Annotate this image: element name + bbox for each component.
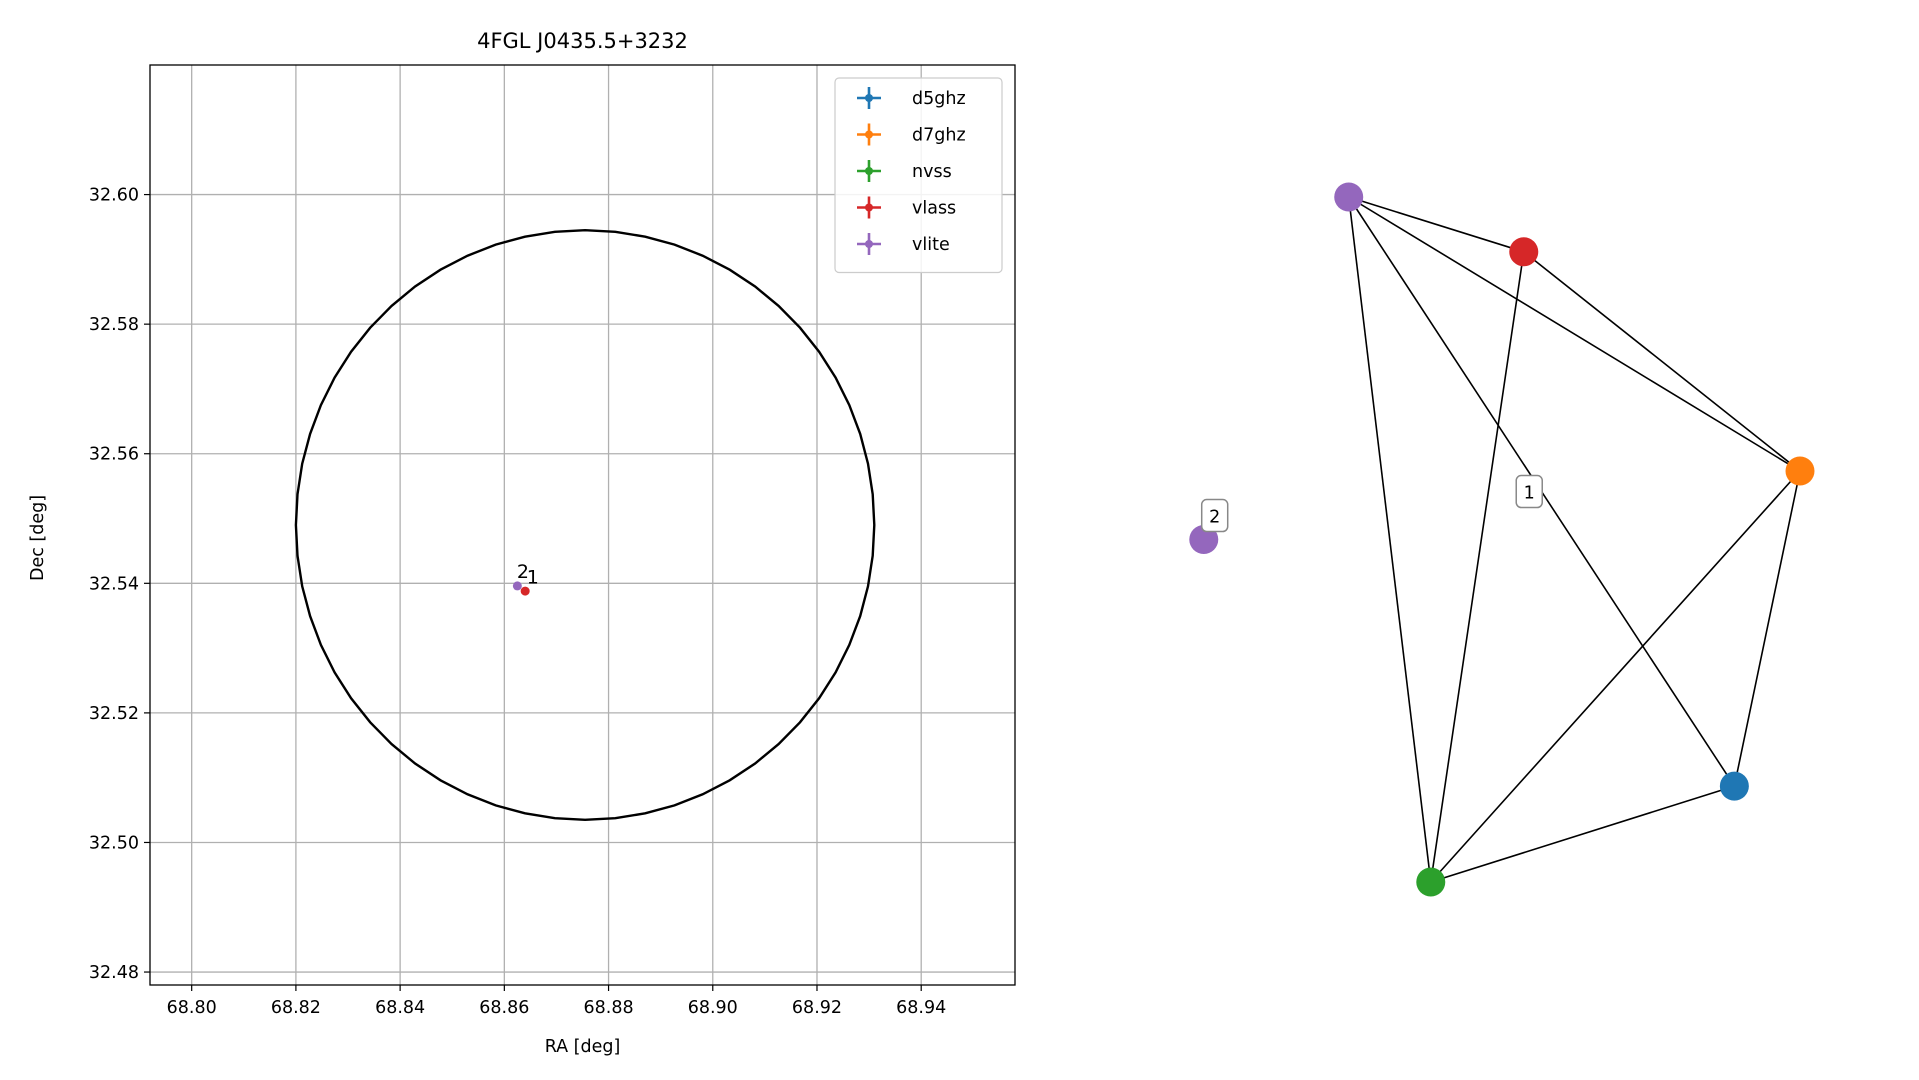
x-tick-label: 68.94 [896,998,946,1018]
cluster-label-2: 2 [1209,508,1220,528]
legend-label-nvss: nvss [912,162,952,182]
point-annotations: 21 [517,561,539,588]
y-axis-label: Dec [deg] [28,495,48,581]
source-points [512,581,530,596]
edge-vlite-d7ghz [1348,196,1801,472]
legend-marker-d5ghz [865,94,873,102]
annotation-2: 2 [517,561,529,583]
y-axis-ticks: 32.48 32.50 32.52 32.54 32.56 32.58 32.60 [89,186,150,983]
cluster-labels: 12 [1200,474,1543,533]
localization-ellipse [294,228,876,822]
y-tick-label: 32.54 [89,574,139,594]
graph-nodes [1189,182,1815,897]
x-tick-label: 68.82 [271,998,321,1018]
cluster-box-1 [1515,474,1543,509]
legend: d5ghz d7ghz nvss vlass vlite [834,77,1003,274]
edge-vlite-nvss [1347,196,1432,883]
node-nvss [1416,867,1446,897]
node-vlite [1334,182,1364,212]
legend-marker-d7ghz [865,130,873,139]
node-d5ghz [1719,771,1749,801]
sky-position-plot: 21 68.80 68.82 68.84 68.86 68.88 68.90 68.92 68… [28,29,1016,1057]
point-vlite [512,581,522,591]
cluster-box-2 [1200,498,1229,533]
chart-title: 4FGL J0435.5+3232 [477,29,688,53]
edge-vlass-nvss [1429,251,1525,883]
x-tick-label: 68.88 [583,998,633,1018]
grid-lines [150,65,1015,985]
edge-vlite-vlass [1348,196,1525,253]
legend-label-vlite: vlite [912,235,950,255]
legend-marker-vlite [865,240,873,248]
plot-frame [149,64,1016,986]
x-axis-label: RA [deg] [545,1037,621,1057]
node-d7ghz [1785,456,1815,486]
x-axis-ticks: 68.80 68.82 68.84 68.86 68.88 68.90 68.92 68.94 [167,985,946,1018]
y-tick-label: 32.52 [89,704,139,724]
y-tick-label: 32.50 [89,833,139,853]
x-tick-label: 68.80 [167,998,217,1018]
y-tick-label: 32.48 [89,963,139,983]
y-tick-label: 32.60 [89,186,139,206]
legend-marker-vlass [865,203,873,212]
edge-d7ghz-d5ghz [1733,470,1801,787]
legend-marker-nvss [865,167,873,175]
x-tick-label: 68.86 [479,998,529,1018]
point-vlass [520,586,530,596]
y-tick-label: 32.58 [89,315,139,335]
annotation-1: 1 [527,566,539,588]
legend-label-d5ghz: d5ghz [912,89,966,109]
x-tick-label: 68.92 [792,998,842,1018]
edge-d7ghz-nvss [1430,470,1801,883]
edge-d5ghz-nvss [1430,785,1735,883]
x-tick-label: 68.90 [688,998,738,1018]
association-graph: 12 [1189,182,1815,897]
y-tick-label: 32.56 [89,445,139,465]
legend-box [834,77,1003,274]
legend-label-d7ghz: d7ghz [912,126,966,146]
edge-vlass-d7ghz [1523,251,1801,472]
node-vlass [1509,237,1539,267]
cluster-label-1: 1 [1524,484,1535,504]
legend-label-vlass: vlass [912,199,956,219]
x-tick-label: 68.84 [375,998,425,1018]
